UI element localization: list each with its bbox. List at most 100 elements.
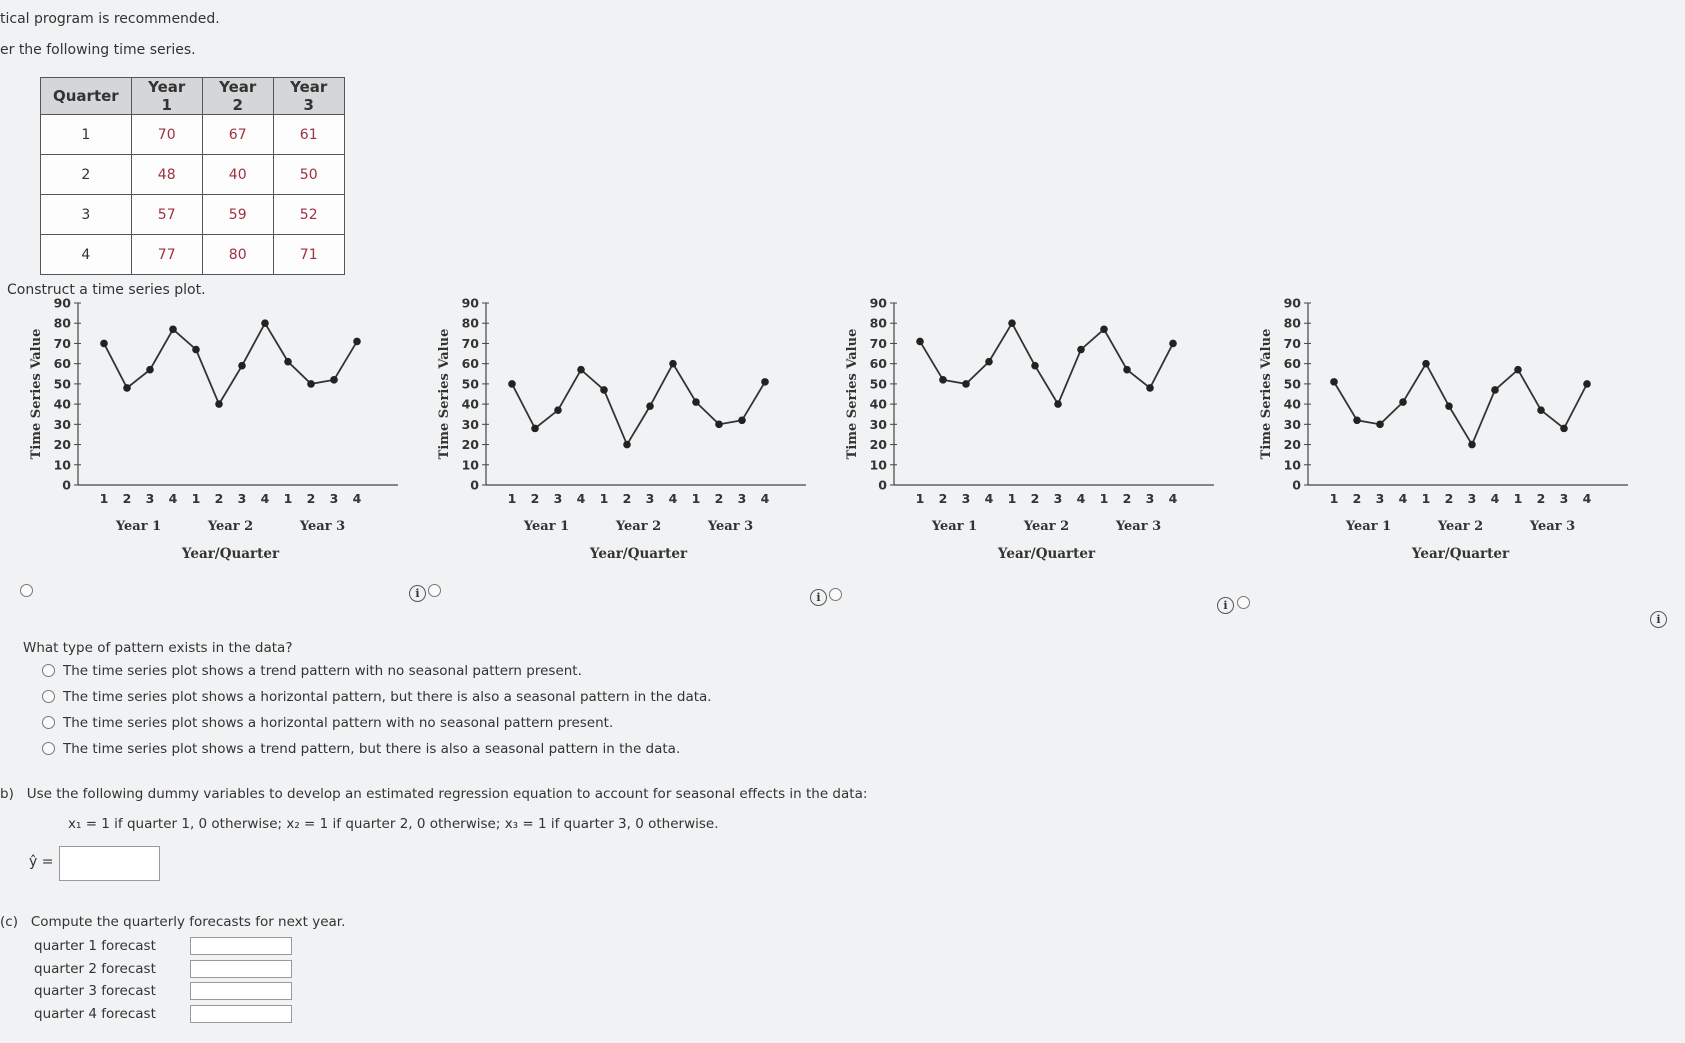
info-icon[interactable]: i: [810, 589, 827, 606]
x-tick-label: 4: [577, 491, 586, 506]
x-tick-label: 1: [508, 491, 517, 506]
x-tick-label: 1: [192, 491, 201, 506]
chart-option-2-radio[interactable]: [428, 584, 441, 597]
y-tick-label: 60: [870, 356, 888, 371]
data-point: [353, 337, 361, 346]
data-point: [146, 365, 154, 374]
info-icon[interactable]: i: [1217, 597, 1234, 614]
data-point: [1537, 406, 1545, 414]
table-header: Year 2: [201, 77, 274, 115]
table-cell: 71: [272, 234, 345, 275]
y-tick-label: 20: [870, 437, 888, 452]
y-tick-label: 70: [1284, 336, 1302, 351]
y-tick-label: 80: [870, 316, 888, 331]
year-label: Year 2: [1437, 519, 1483, 534]
x-tick-label: 4: [1399, 491, 1408, 506]
x-tick-label: 3: [1054, 491, 1063, 506]
question-b-prefix: b): [0, 786, 14, 802]
y-tick-label: 80: [1284, 316, 1302, 331]
data-point: [1422, 359, 1430, 368]
pattern-option-label: The time series plot shows a horizontal …: [63, 689, 712, 705]
data-point: [985, 357, 993, 366]
pattern-option-radio[interactable]: [42, 716, 55, 729]
info-icon[interactable]: i: [409, 585, 426, 602]
pattern-option-radio[interactable]: [42, 690, 55, 703]
x-tick-label: 2: [1031, 491, 1040, 506]
table-header: Year 3: [272, 77, 345, 115]
x-tick-label: 1: [1422, 491, 1431, 506]
y-tick-label: 10: [1284, 457, 1302, 472]
y-tick-label: 90: [870, 296, 888, 311]
y-tick-label: 70: [462, 336, 480, 351]
x-tick-label: 2: [1537, 491, 1546, 506]
table-header: Quarter: [40, 77, 132, 115]
year-label: Year 1: [115, 519, 161, 534]
data-point: [1468, 440, 1476, 449]
quarter-1-forecast-input[interactable]: [190, 937, 292, 955]
data-point: [962, 380, 970, 388]
year-label: Year 3: [707, 519, 753, 534]
chart-option-3-radio[interactable]: [829, 588, 842, 601]
x-tick-label: 1: [1100, 491, 1109, 506]
data-point: [238, 361, 246, 370]
chart-option-1-radio[interactable]: [20, 584, 33, 597]
x-tick-label: 1: [1008, 491, 1017, 506]
table-cell: 2: [40, 154, 132, 195]
data-point: [1399, 398, 1407, 406]
data-point: [1123, 365, 1131, 374]
pattern-option-1[interactable]: The time series plot shows a trend patte…: [42, 663, 582, 679]
y-tick-label: 30: [870, 417, 888, 432]
data-point: [307, 380, 315, 388]
info-icon[interactable]: i: [1650, 611, 1667, 628]
pattern-option-2[interactable]: The time series plot shows a horizontal …: [42, 689, 712, 705]
x-tick-label: 3: [238, 491, 247, 506]
year-label: Year 1: [931, 519, 977, 534]
data-point: [623, 440, 631, 449]
data-point: [1054, 400, 1062, 408]
quarter-4-forecast-input[interactable]: [190, 1005, 292, 1023]
chart-option-4-radio[interactable]: [1237, 596, 1250, 609]
y-tick-label: 50: [1284, 376, 1302, 391]
y-tick-label: 40: [1284, 397, 1302, 412]
pattern-option-label: The time series plot shows a horizontal …: [63, 715, 614, 731]
question-b: b) Use the following dummy variables to …: [0, 786, 867, 802]
x-axis-label: Year/Quarter: [589, 546, 688, 562]
data-point: [284, 357, 292, 366]
year-label: Year 1: [1345, 519, 1391, 534]
pattern-option-3[interactable]: The time series plot shows a horizontal …: [42, 715, 613, 731]
x-tick-label: 4: [169, 491, 178, 506]
x-tick-label: 3: [738, 491, 747, 506]
y-tick-label: 70: [870, 336, 888, 351]
data-point: [1491, 386, 1499, 394]
y-tick-label: 90: [1284, 296, 1302, 311]
y-tick-label: 90: [462, 296, 480, 311]
x-tick-label: 1: [916, 491, 925, 506]
y-axis-label: Time Series Value: [29, 329, 44, 460]
table-cell: 48: [130, 154, 203, 195]
x-tick-label: 4: [261, 491, 270, 506]
data-point: [738, 416, 746, 425]
y-tick-label: 30: [54, 417, 72, 432]
quarter-3-forecast-input[interactable]: [190, 982, 292, 1000]
construct-prompt: Construct a time series plot.: [7, 282, 206, 298]
y-tick-label: 0: [62, 478, 71, 493]
x-tick-label: 2: [715, 491, 724, 506]
y-tick-label: 50: [462, 376, 480, 391]
pattern-option-radio[interactable]: [42, 664, 55, 677]
y-tick-label: 10: [870, 457, 888, 472]
quarter-1-forecast-label: quarter 1 forecast: [34, 938, 156, 954]
quarter-2-forecast-input[interactable]: [190, 960, 292, 978]
x-tick-label: 3: [646, 491, 655, 506]
x-axis-label: Year/Quarter: [181, 546, 280, 562]
pattern-option-radio[interactable]: [42, 742, 55, 755]
time-series-table: Quarter Year 1 Year 2 Year 3 1 70 67 61 …: [40, 77, 345, 275]
regression-equation-input[interactable]: [59, 846, 160, 881]
table-cell: 50: [272, 154, 345, 195]
y-tick-label: 30: [1284, 417, 1302, 432]
y-tick-label: 20: [54, 437, 72, 452]
pattern-option-4[interactable]: The time series plot shows a trend patte…: [42, 741, 680, 757]
data-point: [939, 376, 947, 384]
